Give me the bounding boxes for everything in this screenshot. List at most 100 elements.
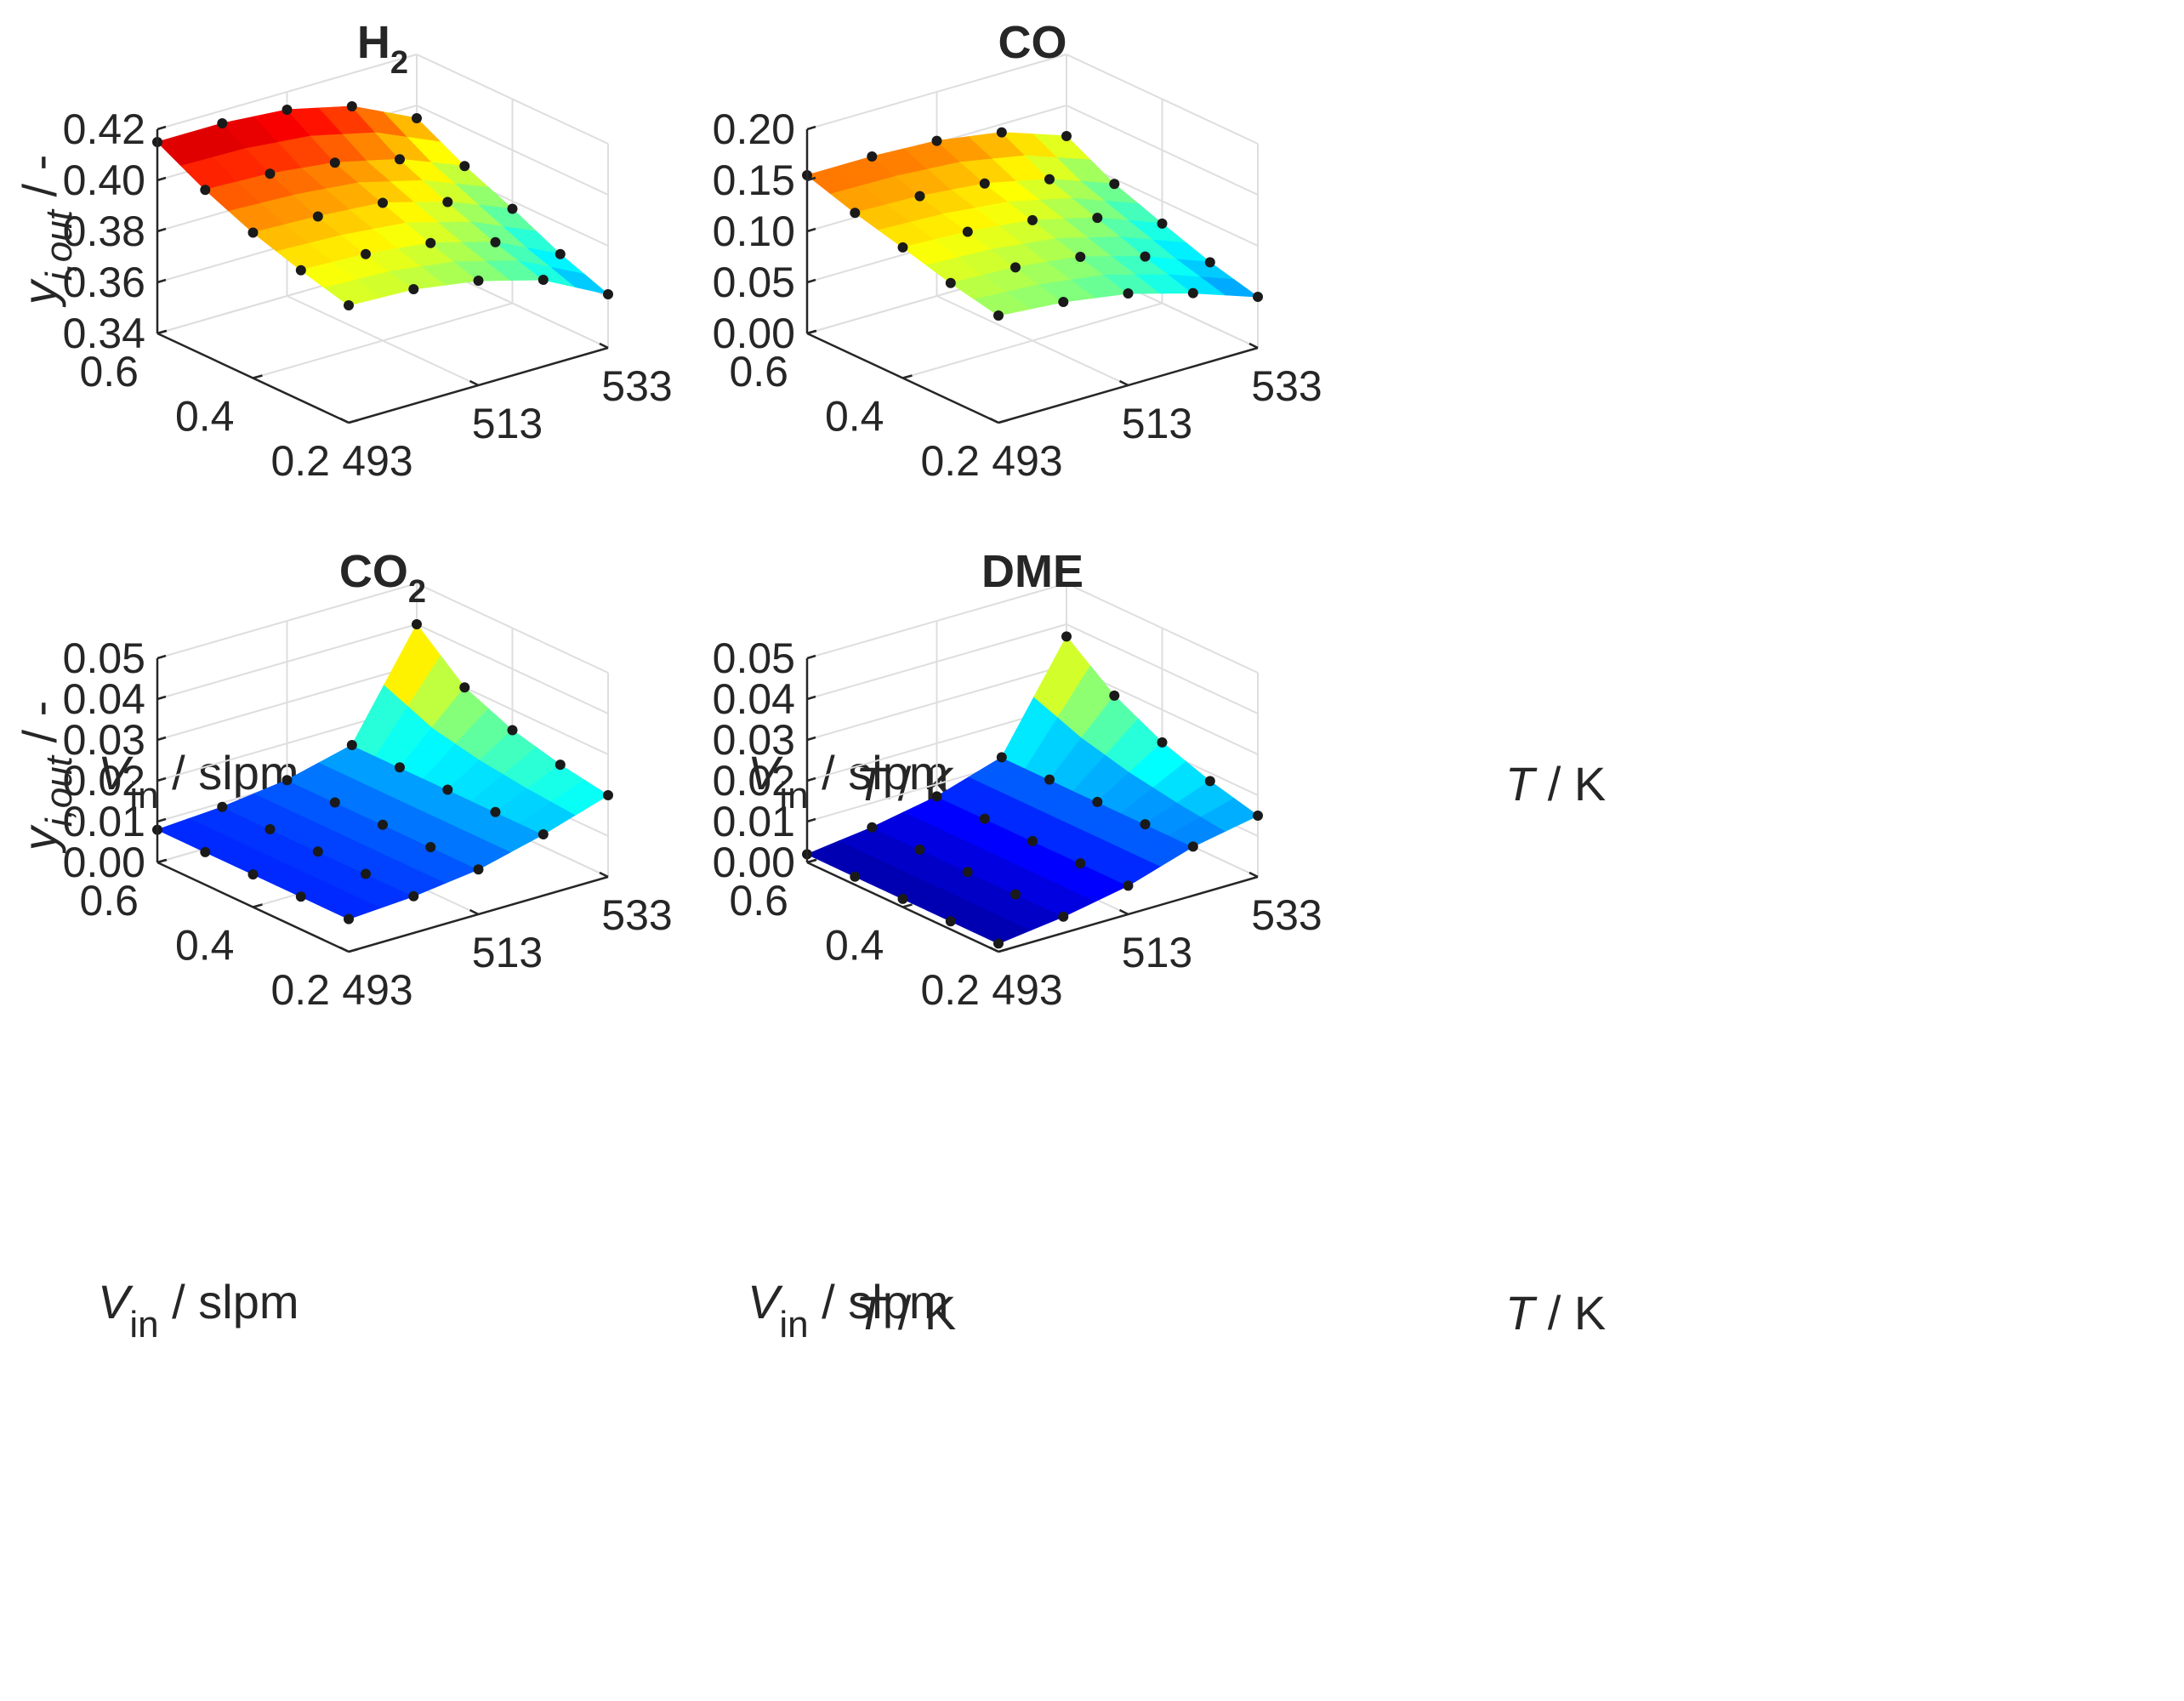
- flow-axis-label-var: V: [748, 1275, 783, 1328]
- temperature-axis-label-unit: / K: [1534, 1286, 1606, 1340]
- flow-tick-label: 0.4: [175, 393, 235, 441]
- data-point: [395, 762, 405, 773]
- data-point: [1157, 737, 1168, 748]
- z-tick: [806, 777, 816, 782]
- axes: [805, 654, 1259, 953]
- flow-tick: [806, 329, 817, 335]
- flow-tick: [806, 858, 817, 864]
- data-point: [312, 846, 323, 857]
- data-point: [867, 822, 878, 833]
- z-tick: [806, 227, 816, 233]
- temperature-tick: [339, 946, 350, 953]
- temperature-tick: [989, 417, 999, 424]
- temperature-axis-label: T / K: [856, 1286, 956, 1340]
- data-point: [555, 759, 566, 771]
- data-point: [200, 185, 211, 196]
- data-point: [1058, 911, 1069, 922]
- flow-tick: [902, 903, 913, 908]
- chart-title-subscript: 2: [390, 45, 408, 81]
- data-point: [1204, 257, 1215, 268]
- z-tick: [156, 227, 167, 233]
- z-tick: [156, 777, 167, 782]
- temperature-tick-label: 533: [601, 891, 672, 939]
- data-point: [1204, 776, 1215, 787]
- temperature-tick: [599, 871, 609, 879]
- data-point: [945, 277, 956, 288]
- data-point: [897, 242, 908, 253]
- temperature-tick-label: 533: [1251, 362, 1322, 410]
- temperature-tick-label: 533: [1251, 891, 1322, 939]
- temperature-tick-label: 513: [1122, 929, 1192, 976]
- flow-tick-label: 0.2: [920, 966, 980, 1014]
- chart-title-main: DME: [981, 546, 1083, 597]
- z-tick-label: 0.04: [713, 675, 795, 723]
- data-point: [1044, 774, 1055, 785]
- data-point: [490, 806, 501, 817]
- temperature-tick-label: 493: [992, 966, 1062, 1014]
- flow-tick-label: 0.6: [729, 877, 788, 924]
- z-axis-label: yi,out / -: [13, 155, 80, 309]
- data-point: [1253, 811, 1263, 821]
- data-point: [1157, 218, 1168, 229]
- data-point: [914, 845, 925, 855]
- data-point: [312, 211, 323, 222]
- z-axis-label-unit: / -: [13, 155, 66, 210]
- data-point: [442, 784, 453, 795]
- flow-tick: [156, 858, 168, 864]
- flow-tick: [253, 903, 263, 908]
- data-point: [408, 284, 419, 294]
- data-point: [1010, 262, 1021, 273]
- data-point: [247, 869, 259, 880]
- flow-axis-label-var: V: [748, 746, 783, 799]
- z-tick-label: 0.05: [713, 259, 795, 306]
- flow-axis-label-sub: in: [129, 775, 158, 816]
- data-point: [264, 168, 276, 179]
- data-point: [1140, 819, 1151, 830]
- temperature-tick: [1248, 871, 1259, 879]
- temperature-axis-label-unit: / K: [884, 1286, 956, 1340]
- temperature-tick: [1248, 342, 1259, 350]
- surface: [805, 132, 1260, 316]
- z-tick-label: 0.40: [63, 156, 145, 204]
- temperature-tick: [599, 342, 609, 350]
- axes: [156, 654, 609, 953]
- grid-line-floor-flow: [902, 302, 1163, 379]
- data-point: [996, 752, 1007, 763]
- z-tick: [156, 125, 167, 131]
- flow-axis-label-sub: in: [779, 775, 808, 816]
- flow-tick: [998, 947, 1009, 953]
- data-point: [344, 913, 354, 924]
- data-point: [442, 196, 453, 208]
- flow-axis-label-unit: / slpm: [809, 1275, 949, 1328]
- chart-panel-1: 0.340.360.380.400.420.20.40.6493513533H2…: [13, 17, 956, 816]
- temperature-tick-label: 493: [342, 437, 412, 485]
- z-tick: [156, 176, 167, 182]
- z-tick-label: 0.34: [63, 310, 145, 357]
- chart-title-subscript: 2: [408, 574, 426, 610]
- data-point: [1092, 796, 1103, 807]
- z-tick-label: 0.02: [713, 757, 795, 805]
- flow-tick: [156, 329, 168, 335]
- temperature-tick-label: 513: [1122, 400, 1192, 447]
- flow-tick-label: 0.4: [825, 393, 884, 441]
- temperature-axis-label-var: T: [1505, 757, 1538, 811]
- data-point: [603, 790, 613, 800]
- flow-tick: [253, 374, 263, 379]
- data-point: [931, 135, 942, 146]
- data-point: [473, 864, 484, 875]
- data-point: [1253, 292, 1263, 302]
- data-point: [945, 916, 956, 927]
- data-point: [931, 791, 942, 802]
- z-tick-label: 0.42: [63, 105, 145, 153]
- flow-axis-label-unit: / slpm: [809, 746, 949, 799]
- temperature-tick: [1118, 908, 1129, 916]
- temperature-tick: [469, 379, 480, 387]
- z-tick-label: 0.04: [63, 675, 145, 723]
- data-point: [346, 101, 357, 111]
- data-point: [1140, 251, 1151, 262]
- data-point: [507, 203, 518, 214]
- surface: [156, 623, 609, 920]
- z-tick: [156, 695, 167, 701]
- data-point: [993, 310, 1004, 321]
